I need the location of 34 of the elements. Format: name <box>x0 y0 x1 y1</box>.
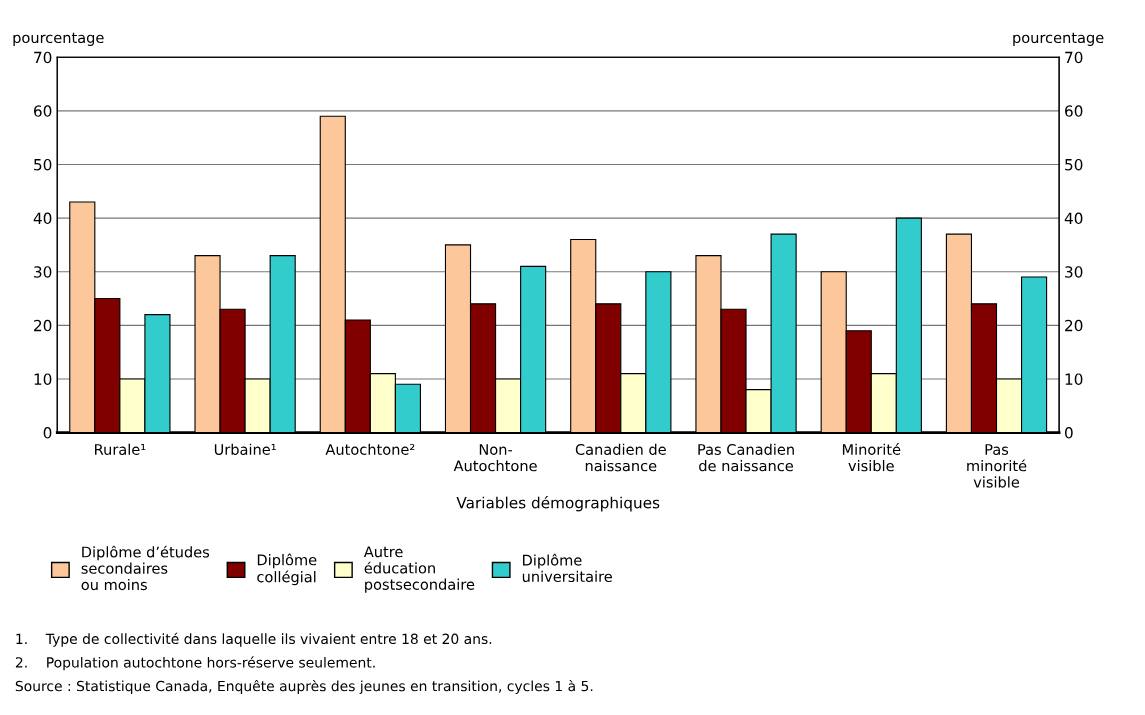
y-tick-label: 70 <box>34 51 52 64</box>
x-tick-label: Canadien de naissance <box>575 443 666 472</box>
legend-label: Diplôme collégial <box>257 553 317 586</box>
y-tick-label: 60 <box>34 105 52 117</box>
y-tick-label: 0 <box>43 427 52 439</box>
y2-axis-title: pourcentage <box>1013 32 1104 46</box>
legend-label: Diplôme d’études secondaires ou moins <box>81 545 210 591</box>
x-tick-label: Rurale¹ <box>95 443 146 455</box>
y2-tick-label: 50 <box>1065 158 1083 171</box>
y-tick-label: 20 <box>34 319 52 332</box>
y2-tick-label: 0 <box>1064 427 1073 439</box>
x-tick-label: Urbaine¹ <box>214 443 276 455</box>
text: 1. Type de collectivité dans laquelle ils vivaient entre 18 et 20 ans. <box>16 632 492 647</box>
legend-label: Diplôme universitaire <box>522 553 612 583</box>
y-tick-label: 40 <box>33 212 52 225</box>
y2-tick-label: 20 <box>1065 319 1083 332</box>
x-tick-label: Pas minorité visible <box>967 444 1027 488</box>
y-tick-label: 10 <box>34 373 52 385</box>
x-tick-label: Autochtone² <box>325 443 415 455</box>
x-tick-label: Non- Autochtone <box>453 444 537 472</box>
text: 2. Population autochtone hors-réserve seulement. <box>15 656 375 671</box>
y-tick-label: 50 <box>34 158 52 171</box>
legend-label: Autre éducation postsecondaire <box>363 546 475 593</box>
source-note: Source : Statistique Canada, Enquête auprès des jeunes en transition, cycles 1 à 5. <box>15 679 593 694</box>
y2-tick-label: 40 <box>1064 212 1083 225</box>
x-axis-title: Variables démographiques <box>456 496 660 512</box>
y-axis-title: pourcentage <box>13 32 104 46</box>
y-tick-label: 30 <box>34 266 52 278</box>
y2-tick-label: 10 <box>1065 373 1083 385</box>
y2-tick-label: 30 <box>1065 266 1083 278</box>
y2-tick-label: 70 <box>1065 51 1083 64</box>
x-tick-label: Minorité visible <box>842 443 901 472</box>
y2-tick-label: 60 <box>1065 105 1083 117</box>
x-tick-label: Pas Canadien de naissance <box>698 443 794 472</box>
